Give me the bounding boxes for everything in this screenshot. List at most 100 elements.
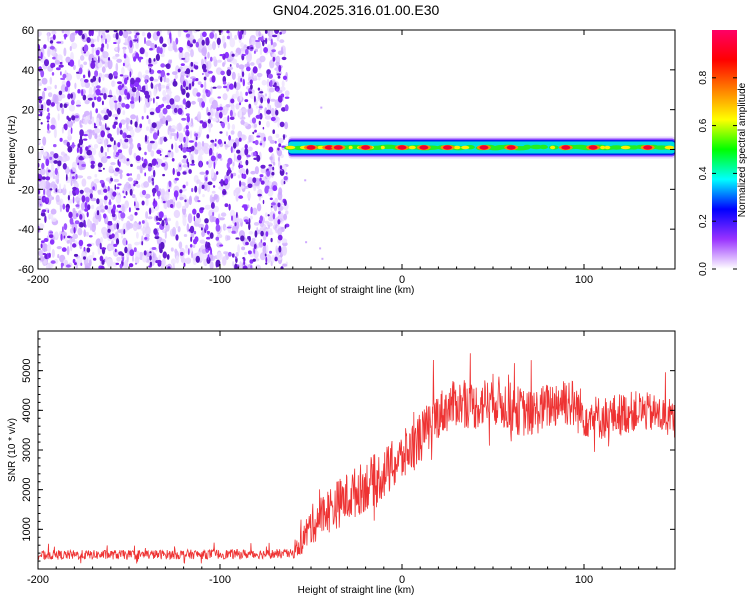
noise-speckle xyxy=(281,80,285,88)
noise-speckle xyxy=(208,123,211,133)
noise-speckle xyxy=(100,237,103,243)
noise-speckle xyxy=(188,140,194,143)
noise-speckle xyxy=(89,150,92,156)
spectrogram-y-tick-label: 0 xyxy=(28,145,34,157)
noise-speckle xyxy=(70,236,73,239)
noise-speckle xyxy=(220,70,225,76)
noise-speckle xyxy=(124,138,129,143)
noise-speckle xyxy=(115,62,119,73)
noise-speckle xyxy=(279,31,282,35)
noise-speckle xyxy=(124,133,127,138)
noise-speckle xyxy=(274,30,280,34)
noise-speckle xyxy=(252,131,255,135)
noise-speckle xyxy=(272,185,278,192)
noise-speckle xyxy=(182,184,186,189)
noise-speckle xyxy=(219,181,224,184)
noise-speckle xyxy=(101,247,107,250)
noise-speckle xyxy=(133,56,137,62)
noise-speckle xyxy=(122,132,127,139)
noise-speckle xyxy=(205,62,209,70)
noise-speckle xyxy=(167,30,170,36)
noise-speckle xyxy=(76,147,79,154)
noise-speckle xyxy=(117,183,122,186)
noise-speckle xyxy=(161,219,165,227)
noise-speckle xyxy=(217,153,222,159)
noise-speckle xyxy=(69,217,74,225)
noise-speckle xyxy=(183,234,188,237)
noise-speckle xyxy=(201,47,207,57)
noise-speckle xyxy=(179,189,183,194)
noise-speckle xyxy=(269,79,273,87)
noise-speckle xyxy=(319,247,322,250)
noise-speckle xyxy=(215,236,220,241)
noise-speckle xyxy=(174,177,179,181)
noise-speckle xyxy=(182,98,186,105)
noise-speckle xyxy=(280,266,284,269)
noise-speckle xyxy=(53,175,60,180)
noise-speckle xyxy=(181,117,187,121)
noise-speckle xyxy=(240,147,246,157)
noise-speckle xyxy=(190,145,195,152)
colorbar-ticks: 0.0 0.2 0.4 0.6 0.8 xyxy=(698,70,737,276)
signal-spot xyxy=(550,145,556,150)
noise-speckle xyxy=(276,32,280,42)
noise-speckle xyxy=(101,135,104,145)
noise-speckle xyxy=(181,57,186,60)
noise-speckle xyxy=(40,104,44,110)
noise-speckle xyxy=(275,133,280,138)
noise-speckle xyxy=(284,121,289,130)
noise-speckle xyxy=(122,62,125,67)
noise-speckle xyxy=(55,188,58,193)
noise-speckle xyxy=(40,243,43,249)
noise-speckle xyxy=(250,84,253,90)
snr-x-tick-label: -200 xyxy=(27,574,49,586)
noise-speckle xyxy=(172,228,176,237)
noise-speckle xyxy=(235,237,240,240)
noise-speckle xyxy=(250,62,255,66)
noise-speckle xyxy=(54,84,57,89)
noise-speckle xyxy=(85,196,90,203)
noise-speckle xyxy=(107,133,112,139)
noise-speckle xyxy=(56,67,61,71)
noise-speckle xyxy=(144,151,147,156)
noise-speckle xyxy=(141,115,144,120)
noise-speckle xyxy=(90,147,97,156)
noise-speckle xyxy=(185,101,188,108)
noise-speckle xyxy=(126,122,129,130)
noise-speckle xyxy=(207,43,213,51)
noise-speckle xyxy=(49,40,54,44)
noise-speckle xyxy=(194,133,199,137)
noise-speckle xyxy=(135,77,141,83)
noise-speckle xyxy=(280,30,287,35)
signal-core xyxy=(529,144,544,150)
noise-speckle xyxy=(219,131,223,134)
noise-speckle xyxy=(108,245,115,251)
noise-speckle xyxy=(59,61,63,65)
noise-speckle xyxy=(85,231,89,237)
noise-speckle xyxy=(91,204,95,210)
noise-speckle xyxy=(65,155,70,161)
noise-speckle xyxy=(80,262,83,266)
noise-speckle xyxy=(235,103,240,110)
noise-speckle xyxy=(86,247,91,253)
noise-speckle xyxy=(75,99,81,108)
noise-speckle xyxy=(47,32,50,42)
noise-speckle xyxy=(246,192,252,199)
noise-speckle xyxy=(179,164,182,168)
noise-speckle xyxy=(201,63,207,71)
noise-speckle xyxy=(96,96,102,102)
noise-speckle xyxy=(39,82,42,86)
noise-speckle xyxy=(77,227,83,236)
noise-speckle xyxy=(72,258,76,264)
noise-speckle xyxy=(167,127,170,135)
noise-speckle xyxy=(89,193,93,199)
noise-speckle xyxy=(199,160,202,168)
noise-speckle xyxy=(147,166,152,172)
noise-speckle xyxy=(263,136,267,142)
noise-speckle xyxy=(210,202,215,209)
noise-speckle xyxy=(74,220,80,225)
noise-speckle xyxy=(274,256,278,262)
spectrogram-y-ticks: -60 -40 -20 0 20 40 60 xyxy=(18,25,675,276)
noise-speckle xyxy=(109,137,114,142)
